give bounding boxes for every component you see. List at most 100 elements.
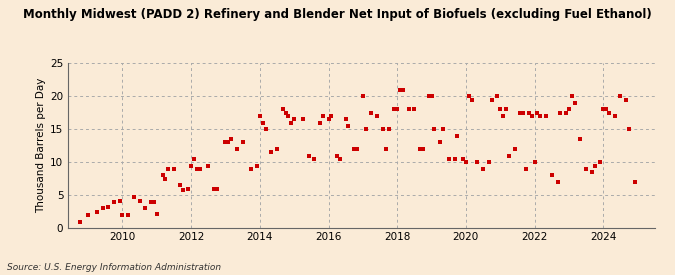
- Point: [575, 137, 586, 141]
- Point: [483, 160, 494, 164]
- Point: [226, 137, 237, 141]
- Point: [74, 219, 85, 224]
- Point: [443, 157, 454, 161]
- Point: [460, 160, 471, 164]
- Point: [97, 206, 108, 211]
- Point: [580, 167, 591, 171]
- Point: [497, 114, 508, 118]
- Point: [186, 163, 196, 168]
- Point: [621, 97, 632, 102]
- Point: [254, 114, 265, 118]
- Point: [587, 170, 597, 174]
- Point: [343, 124, 354, 128]
- Point: [286, 120, 297, 125]
- Point: [317, 114, 328, 118]
- Point: [194, 167, 205, 171]
- Point: [569, 101, 580, 105]
- Point: [220, 140, 231, 145]
- Point: [415, 147, 426, 151]
- Point: [163, 167, 173, 171]
- Point: [504, 153, 514, 158]
- Point: [392, 107, 402, 112]
- Point: [315, 120, 325, 125]
- Point: [629, 180, 640, 184]
- Point: [518, 111, 529, 115]
- Point: [209, 186, 219, 191]
- Point: [160, 177, 171, 181]
- Point: [148, 200, 159, 204]
- Point: [472, 160, 483, 164]
- Point: [366, 111, 377, 115]
- Point: [188, 157, 199, 161]
- Point: [389, 107, 400, 112]
- Point: [383, 127, 394, 131]
- Point: [283, 114, 294, 118]
- Point: [103, 205, 113, 209]
- Point: [192, 167, 202, 171]
- Y-axis label: Thousand Barrels per Day: Thousand Barrels per Day: [36, 78, 46, 213]
- Point: [211, 186, 222, 191]
- Point: [271, 147, 282, 151]
- Point: [169, 167, 180, 171]
- Point: [564, 107, 574, 112]
- Point: [377, 127, 388, 131]
- Text: Source: U.S. Energy Information Administration: Source: U.S. Energy Information Administ…: [7, 263, 221, 272]
- Point: [157, 173, 168, 178]
- Point: [595, 160, 606, 164]
- Point: [323, 117, 334, 122]
- Point: [109, 200, 119, 204]
- Point: [91, 210, 102, 214]
- Point: [394, 87, 405, 92]
- Point: [501, 107, 512, 112]
- Point: [492, 94, 503, 98]
- Point: [466, 97, 477, 102]
- Point: [340, 117, 351, 122]
- Point: [589, 163, 600, 168]
- Point: [280, 111, 291, 115]
- Point: [526, 114, 537, 118]
- Point: [261, 127, 271, 131]
- Point: [458, 157, 468, 161]
- Point: [289, 117, 300, 122]
- Point: [437, 127, 448, 131]
- Point: [478, 167, 489, 171]
- Point: [495, 107, 506, 112]
- Point: [552, 180, 563, 184]
- Point: [529, 160, 540, 164]
- Text: Monthly Midwest (PADD 2) Refinery and Blender Net Input of Biofuels (excluding F: Monthly Midwest (PADD 2) Refinery and Bl…: [23, 8, 652, 21]
- Point: [603, 111, 614, 115]
- Point: [372, 114, 383, 118]
- Point: [509, 147, 520, 151]
- Point: [609, 114, 620, 118]
- Point: [535, 114, 546, 118]
- Point: [83, 213, 94, 217]
- Point: [277, 107, 288, 112]
- Point: [128, 194, 139, 199]
- Point: [298, 117, 308, 122]
- Point: [177, 188, 188, 192]
- Point: [174, 183, 185, 188]
- Point: [117, 213, 128, 217]
- Point: [418, 147, 429, 151]
- Point: [237, 140, 248, 145]
- Point: [252, 163, 263, 168]
- Point: [151, 211, 162, 216]
- Point: [381, 147, 392, 151]
- Point: [360, 127, 371, 131]
- Point: [257, 120, 268, 125]
- Point: [523, 111, 534, 115]
- Point: [114, 198, 125, 203]
- Point: [334, 157, 345, 161]
- Point: [232, 147, 242, 151]
- Point: [615, 94, 626, 98]
- Point: [123, 213, 134, 217]
- Point: [541, 114, 551, 118]
- Point: [223, 140, 234, 145]
- Point: [409, 107, 420, 112]
- Point: [624, 127, 634, 131]
- Point: [435, 140, 446, 145]
- Point: [308, 157, 319, 161]
- Point: [358, 94, 369, 98]
- Point: [140, 206, 151, 211]
- Point: [463, 94, 474, 98]
